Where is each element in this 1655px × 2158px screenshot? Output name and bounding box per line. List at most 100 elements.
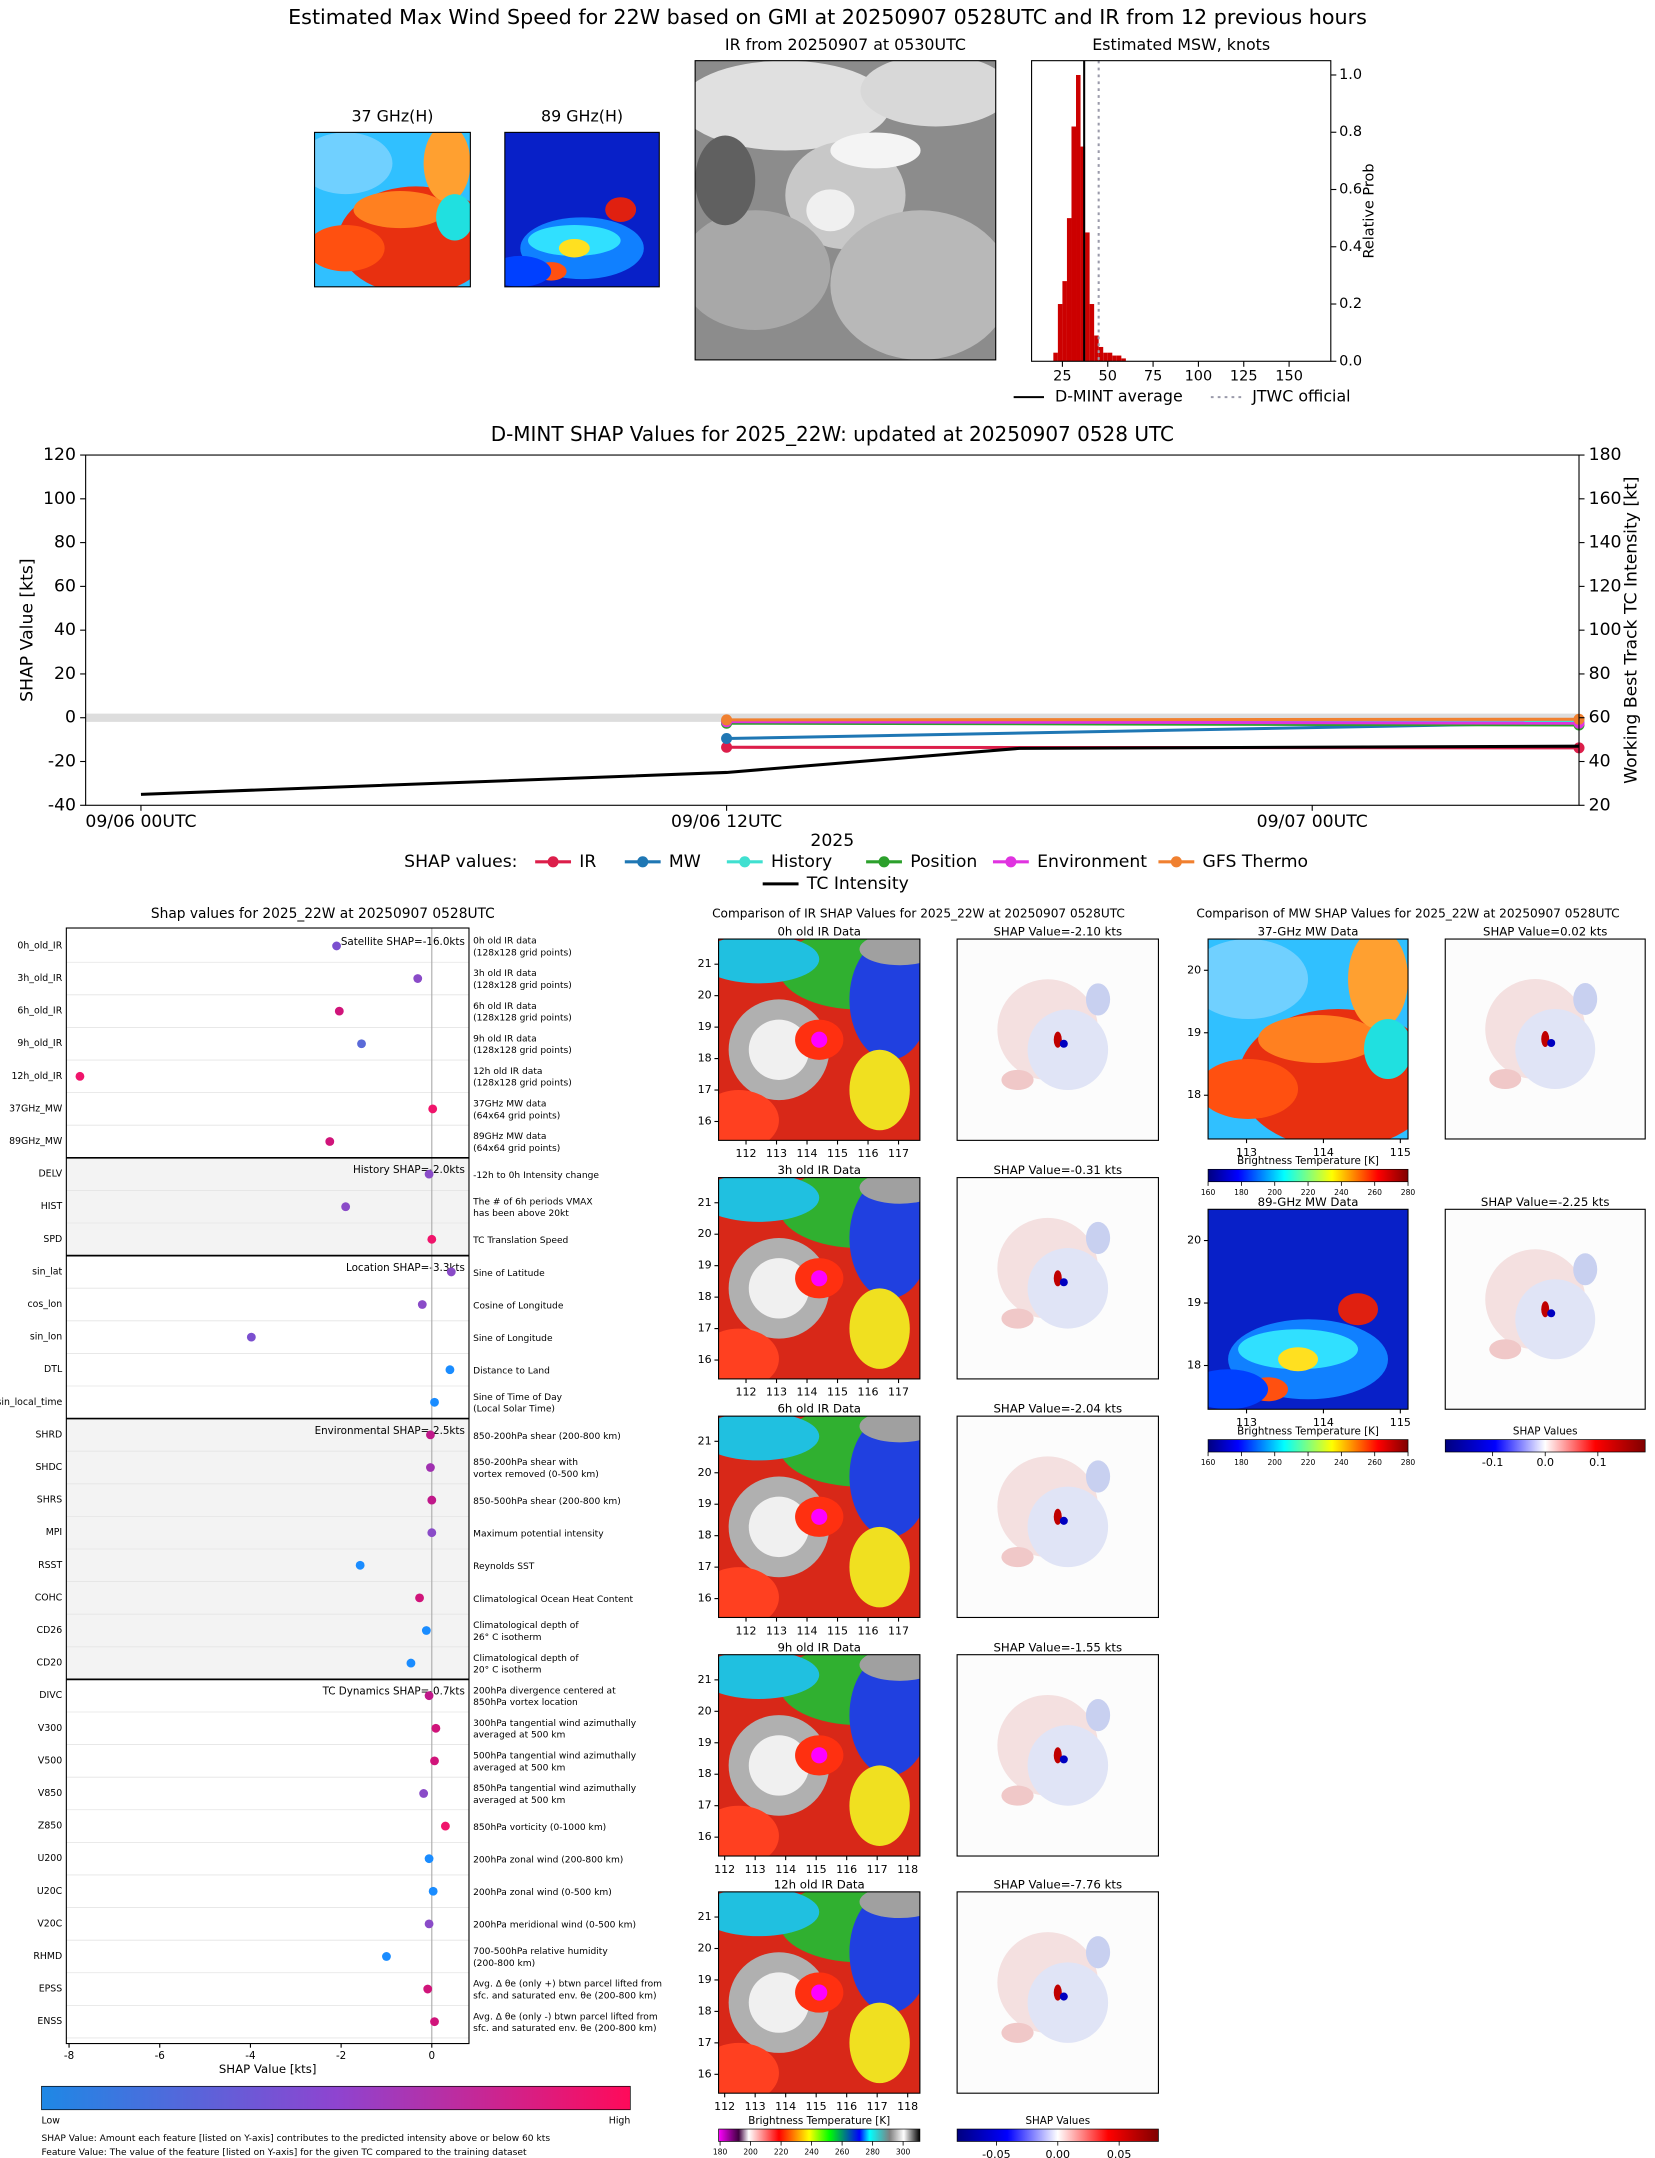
- feature-description: Avg. Δ θe (only -) btwn parcel lifted fr…: [473, 2012, 658, 2022]
- feature-description: (128x128 grid points): [473, 1079, 572, 1089]
- feature-description: TC Translation Speed: [472, 1236, 568, 1246]
- feature-dot: [430, 1397, 439, 1407]
- series-line: [726, 717, 1580, 722]
- image-blob: [811, 1508, 828, 1525]
- x-tick-label: 116: [836, 1863, 857, 1876]
- image-blob: [718, 1567, 779, 1618]
- y-tick-label: 16: [698, 1353, 712, 1366]
- image-blob: [695, 210, 831, 330]
- histogram-bar: [1053, 352, 1058, 362]
- image-blob: [1573, 1253, 1598, 1286]
- feature-description: 200hPa meridional wind (0-500 km): [473, 1921, 636, 1931]
- feature-description: Reynolds SST: [473, 1562, 535, 1572]
- feature-description: Climatological depth of: [473, 1621, 579, 1631]
- feature-dot: [430, 2017, 439, 2027]
- image-blob: [1027, 1725, 1109, 1806]
- image-frame: [718, 1891, 921, 2094]
- y-tick-label: 60: [54, 576, 76, 596]
- feature-description: 20° C isotherm: [473, 1665, 542, 1675]
- histogram-bar: [1076, 74, 1081, 362]
- x-tick-label: 115: [806, 2100, 827, 2113]
- image-blob: [1001, 1547, 1034, 1568]
- feature-dot: [341, 1202, 351, 1212]
- image-blob: [849, 1526, 910, 1608]
- feature-label: Z850: [38, 1821, 62, 1832]
- colorbar-label: High: [609, 2115, 631, 2126]
- image: [718, 939, 920, 1141]
- colorbar-tick-label: 200: [743, 2147, 758, 2156]
- y2-axis-label: Working Best Track TC Intensity [kt]: [1621, 476, 1641, 783]
- colorbar-tick-label: 180: [713, 2147, 728, 2156]
- image-blob: [748, 1735, 810, 1796]
- feature-dot: [424, 1691, 434, 1701]
- y-tick-label: 0: [65, 708, 76, 728]
- image-blob: [849, 2002, 910, 2084]
- y-tick-label: 21: [698, 1673, 712, 1686]
- image: [957, 939, 1159, 1141]
- image-blob: [1059, 1278, 1068, 1287]
- feature-label: SHRS: [37, 1495, 62, 1506]
- panel-title: 37-GHz MW Data: [1258, 925, 1359, 939]
- x-tick-label: -2: [336, 2050, 346, 2062]
- feature-label: U200: [37, 1853, 62, 1864]
- colorbar-tick-label: 0.0: [1536, 1456, 1554, 1469]
- feature-description: Cosine of Longitude: [473, 1301, 564, 1311]
- image-blob: [1085, 1460, 1111, 1493]
- feature-description: The # of 6h periods VMAX: [472, 1197, 593, 1207]
- feature-label: V850: [38, 1788, 62, 1799]
- feature-description: averaged at 500 km: [473, 1796, 565, 1806]
- image-blob: [849, 1765, 910, 1846]
- panel-title: 12h old IR Data: [774, 1877, 865, 1891]
- feature-description: 9h old IR data: [473, 1034, 537, 1044]
- y2-tick-label: 80: [1589, 664, 1611, 684]
- x-tick-label: 114: [1313, 1416, 1334, 1429]
- feature-label: 9h_old_IR: [17, 1038, 62, 1049]
- x-tick-label: 75: [1144, 368, 1162, 384]
- image-blob: [849, 939, 920, 1060]
- feature-label: 37GHz_MW: [9, 1103, 62, 1114]
- x-tick-label: -4: [245, 2050, 255, 2062]
- image-blob: [748, 1019, 810, 1080]
- y-tick-label: 19: [1187, 1296, 1201, 1309]
- colorbar-title: Brightness Temperature [K]: [1237, 1155, 1379, 1167]
- y-tick-label: 100: [43, 489, 76, 509]
- image-frame: [1444, 938, 1646, 1140]
- feature-dot: [423, 1984, 433, 1994]
- image: [504, 132, 660, 287]
- legend-label: Position: [910, 852, 977, 872]
- y-tick-label: 19: [1187, 1026, 1201, 1039]
- image-blob: [860, 60, 996, 127]
- chart-title: Estimated MSW, knots: [1092, 35, 1270, 54]
- legend-label: TC Intensity: [806, 874, 909, 894]
- histogram-bar: [1112, 355, 1117, 362]
- x-tick-label: 09/06 12UTC: [671, 812, 782, 832]
- legend-title: SHAP values:: [404, 852, 517, 872]
- x-tick-label: 114: [797, 1624, 818, 1637]
- image-blob: [811, 1270, 828, 1287]
- image-blob: [811, 1031, 828, 1048]
- y-tick-label: 19: [698, 1497, 712, 1510]
- image-blob: [558, 238, 590, 258]
- feature-dot: [382, 1952, 391, 1961]
- legend-label: D-MINT average: [1055, 387, 1183, 406]
- image-blob: [811, 1747, 828, 1764]
- x-tick-label: 118: [897, 1863, 918, 1876]
- feature-label: V300: [38, 1723, 62, 1734]
- feature-label: EPSS: [39, 1984, 62, 1995]
- feature-description: (128x128 grid points): [473, 981, 572, 991]
- image-blob: [1085, 1936, 1111, 1969]
- y2-tick-label: 180: [1589, 445, 1622, 465]
- image-blob: [718, 1177, 820, 1222]
- image-frame: [956, 1415, 1159, 1619]
- colorbar-tick-label: 280: [1401, 1458, 1416, 1467]
- panel-title: SHAP Value=-0.31 kts: [993, 1163, 1122, 1177]
- image: [1208, 1209, 1409, 1410]
- colorbar-tick-label: 160: [1201, 1188, 1216, 1197]
- feature-label: RHMD: [33, 1951, 62, 1962]
- feature-label: 89GHz_MW: [9, 1136, 62, 1147]
- image-blob: [1208, 1369, 1269, 1410]
- panel-title: SHAP Value=-2.25 kts: [1481, 1195, 1610, 1209]
- image-blob: [436, 194, 471, 241]
- legend-marker: [1170, 856, 1182, 868]
- image-blob: [1547, 1039, 1556, 1048]
